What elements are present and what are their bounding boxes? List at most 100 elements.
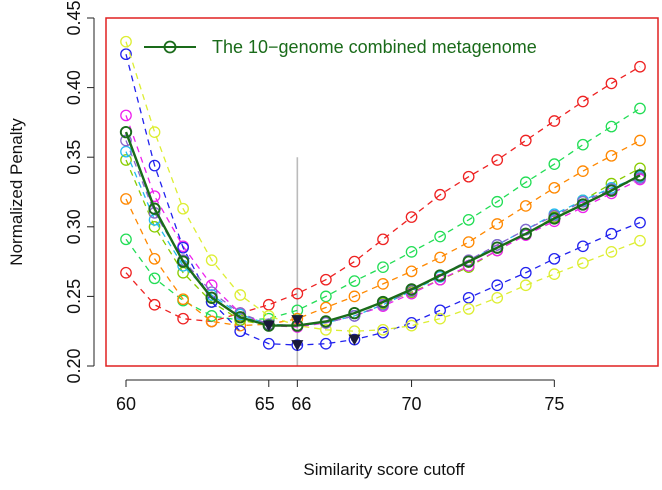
data-point: [405, 265, 418, 278]
data-point: [205, 291, 218, 304]
data-point: [548, 212, 561, 225]
x-axis-title: Similarity score cutoff: [303, 460, 465, 479]
data-point: [348, 306, 361, 320]
series-line: [124, 131, 641, 327]
series-line: [125, 151, 641, 327]
data-point: [634, 234, 646, 247]
data-point: [148, 126, 161, 138]
y-axis-title: Normalized Penalty: [7, 118, 26, 266]
y-tick-label: 0.20: [64, 348, 84, 383]
data-point: [462, 255, 475, 268]
data-point: [519, 279, 532, 292]
x-axis: 60 65 66 70 75: [116, 379, 564, 414]
data-point: [577, 95, 589, 108]
data-point: [205, 310, 218, 322]
data-point: [405, 319, 418, 332]
data-point: [491, 291, 504, 304]
minimum-marker: [348, 334, 361, 346]
series-line: [125, 139, 641, 327]
data-point: [577, 138, 589, 151]
plot-frame: [105, 17, 659, 367]
y-tick-label: 0.40: [64, 70, 84, 105]
data-point: [462, 291, 475, 304]
data-point: [320, 301, 332, 314]
plot-area: [119, 35, 647, 366]
data-point: [148, 298, 161, 311]
data-point: [634, 60, 646, 73]
series-line: [125, 41, 641, 332]
x-tick-label: 65: [255, 394, 275, 414]
data-point: [548, 115, 561, 127]
series-1: [120, 60, 646, 328]
data-point: [434, 188, 446, 201]
y-axis: 0.20 0.25 0.30 0.35 0.40 0.45: [64, 0, 95, 384]
data-point: [548, 181, 561, 194]
data-point: [320, 337, 332, 350]
series-line: [125, 140, 641, 327]
data-point: [234, 325, 247, 338]
data-point: [177, 293, 189, 306]
data-point: [434, 304, 446, 317]
x-tick-label: 75: [544, 394, 564, 414]
data-point: [148, 220, 161, 233]
data-point: [205, 315, 218, 328]
x-tick-label: 60: [116, 394, 136, 414]
data-point: [148, 202, 161, 215]
data-point: [462, 213, 475, 226]
data-point: [262, 298, 275, 311]
data-point: [177, 202, 189, 215]
data-point: [634, 102, 646, 115]
data-point: [462, 303, 475, 315]
data-point: [548, 268, 561, 280]
data-point: [634, 162, 646, 175]
data-point: [120, 48, 132, 61]
data-point: [176, 255, 190, 268]
data-point: [205, 254, 218, 267]
data-point: [262, 337, 275, 350]
data-point: [177, 241, 189, 254]
data-point: [291, 287, 304, 300]
x-tick-label: 66: [291, 394, 311, 414]
data-point: [405, 316, 418, 329]
data-point: [548, 252, 561, 265]
data-point: [120, 154, 132, 166]
series-line: [125, 115, 641, 328]
data-point: [462, 236, 475, 248]
data-point: [377, 278, 389, 290]
data-point: [433, 269, 447, 282]
data-point: [434, 312, 446, 325]
data-point: [348, 255, 361, 268]
data-point: [120, 35, 132, 48]
data-point: [234, 311, 247, 324]
data-point: [405, 211, 418, 223]
data-point: [177, 312, 189, 325]
legend-label: The 10−genome combined metagenome: [212, 37, 537, 57]
data-point: [120, 266, 132, 279]
y-tick-label: 0.35: [64, 140, 84, 175]
data-point: [577, 257, 589, 269]
data-point: [319, 315, 333, 328]
data-point: [519, 176, 532, 189]
data-point: [605, 184, 618, 197]
x-tick-label: 70: [402, 394, 422, 414]
series-10: [119, 125, 647, 332]
data-point: [634, 134, 646, 147]
data-point: [348, 275, 361, 287]
data-point: [519, 200, 532, 212]
data-point: [434, 251, 446, 264]
data-point: [577, 240, 589, 253]
data-point: [605, 149, 618, 162]
data-point: [605, 227, 618, 240]
data-point: [405, 283, 418, 296]
data-point: [120, 145, 132, 158]
data-point: [348, 290, 361, 303]
minimum-marker: [291, 315, 304, 327]
data-point: [434, 230, 446, 243]
series-7: [120, 35, 646, 338]
y-tick-label: 0.30: [64, 209, 84, 244]
data-point: [462, 170, 475, 183]
data-point: [234, 289, 247, 301]
y-tick-label: 0.25: [64, 279, 84, 314]
data-point: [491, 195, 504, 208]
series-2: [120, 102, 646, 326]
